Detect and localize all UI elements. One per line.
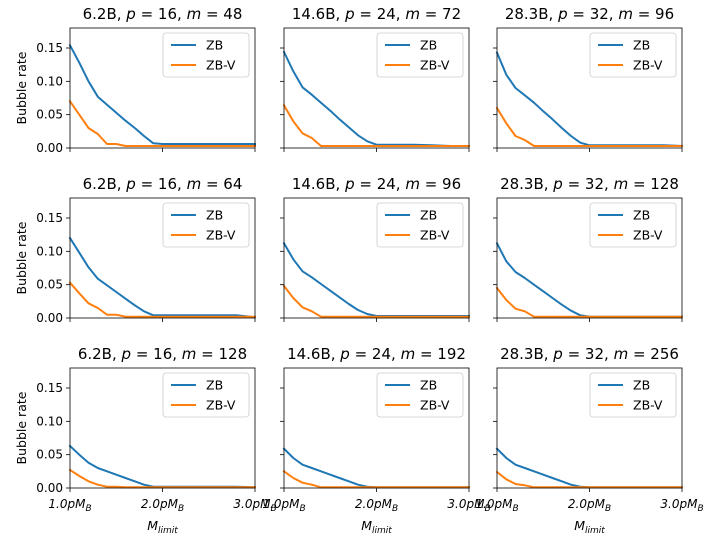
y-tick-label: 0.15 [36, 381, 63, 395]
subplot-title: 14.6B, p = 24, m = 96 [292, 175, 461, 193]
legend: ZB ZB-V [162, 202, 250, 248]
legend-label-zb: ZB [206, 38, 223, 53]
axes-frame [496, 27, 683, 149]
y-axis-label: Bubble rate [14, 221, 29, 294]
x-axis-label: Mlimit [361, 518, 392, 536]
y-axis-label: Bubble rate [14, 391, 29, 464]
legend-label-zb-v: ZB-V [420, 398, 450, 413]
y-tick-label: 0.00 [36, 481, 63, 495]
subplot-4: 6.2B, p = 16, m = 640.000.050.100.15 ZBZB… [14, 175, 257, 325]
series-line-zb [282, 447, 470, 489]
subplot-5: 14.6B, p = 24, m = 96 ZB ZB-V [280, 175, 470, 322]
legend-label-zb-v: ZB-V [420, 228, 450, 243]
series-line-zb-v [282, 469, 470, 489]
axes-frame [69, 197, 256, 319]
subplot-3: 28.3B, p = 32, m = 96 ZB ZB-V [493, 5, 684, 152]
legend-label-zb-v: ZB-V [206, 398, 236, 413]
subplot-9: 28.3B, p = 32, m = 256 1.0pMB 2.0pMB 3.0pMB… [475, 345, 703, 536]
x-tick-label: 2.0pMB [141, 497, 184, 514]
legend: ZB ZB-V [162, 32, 250, 78]
legend-label-zb-v: ZB-V [633, 58, 663, 73]
subplot-1: 6.2B, p = 16, m = 480.000.050.100.15 ZBZB… [14, 5, 256, 155]
series-line-zb-v [495, 470, 683, 489]
subplot-title: 28.3B, p = 32, m = 256 [500, 345, 679, 363]
legend-label-zb: ZB [633, 38, 650, 53]
x-tick-label: 2.0pMB [568, 497, 611, 514]
legend-label-zb-v: ZB-V [633, 398, 663, 413]
x-tick-label: 1.0pMB [262, 497, 305, 514]
series-line-zb-v [68, 281, 256, 318]
series-line-zb-v [282, 284, 470, 318]
subplot-title: 6.2B, p = 16, m = 64 [83, 175, 243, 193]
series-line-zb-v [495, 286, 683, 318]
subplot-title: 6.2B, p = 16, m = 48 [83, 5, 243, 23]
legend-label-zb: ZB [633, 208, 650, 223]
series-line-zb-v [68, 99, 256, 147]
x-tick-label: 3.0pMB [233, 497, 276, 514]
series-line-zb [68, 236, 257, 319]
y-tick-label: 0.00 [36, 311, 63, 325]
x-axis-label: Mlimit [147, 518, 178, 536]
legend: ZB ZB-V [162, 372, 250, 418]
series-line-zb [68, 444, 257, 489]
subplot-7: 6.2B, p = 16, m = 128 0.00 0.05 0.10 0.15 1.0… [14, 345, 277, 536]
y-tick-label: 0.10 [36, 414, 63, 428]
legend-label-zb: ZB [420, 378, 437, 393]
x-tick-label: 2.0pMB [355, 497, 398, 514]
y-tick-label: 0.05 [36, 108, 63, 122]
y-axis-label: Bubble rate [14, 51, 29, 124]
legend: ZB ZB-V [376, 32, 464, 78]
subplot-title: 6.2B, p = 16, m = 128 [78, 345, 247, 363]
y-tick-label: 0.10 [36, 244, 63, 258]
y-tick-label: 0.10 [36, 74, 63, 88]
subplot-title: 14.6B, p = 24, m = 192 [287, 345, 466, 363]
legend-label-zb-v: ZB-V [420, 58, 450, 73]
subplot-6: 28.3B, p = 32, m = 128 ZB ZB-V [493, 175, 683, 322]
x-tick-label: 1.0pMB [475, 497, 518, 514]
legend-label-zb-v: ZB-V [206, 228, 236, 243]
legend: ZB ZB-V [589, 32, 677, 78]
y-tick-label: 0.15 [36, 211, 63, 225]
axes-frame [69, 27, 256, 149]
y-tick-label: 0.05 [36, 448, 63, 462]
subplot-title: 14.6B, p = 24, m = 72 [292, 5, 461, 23]
axes-frame [283, 27, 470, 149]
axes-frame [496, 197, 683, 319]
y-tick-label: 0.05 [36, 278, 63, 292]
legend-label-zb: ZB [633, 378, 650, 393]
series-line-zb [495, 241, 683, 318]
x-tick-label: 3.0pMB [447, 497, 490, 514]
legend-label-zb-v: ZB-V [633, 228, 663, 243]
legend-label-zb: ZB [420, 38, 437, 53]
subplot-2: 14.6B, p = 24, m = 72 ZB ZB-V [280, 5, 470, 152]
axes-frame [283, 197, 470, 319]
series-line-zb-v [282, 103, 470, 147]
legend-label-zb: ZB [420, 208, 437, 223]
series-line-zb-v [68, 468, 256, 489]
y-tick-label: 0.00 [36, 141, 63, 155]
axes-frame [283, 367, 470, 489]
axes-frame [496, 367, 683, 489]
x-tick-label: 1.0pMB [48, 497, 91, 514]
legend: ZB ZB-V [589, 202, 677, 248]
axes-frame [69, 367, 256, 489]
y-tick-label: 0.15 [36, 41, 63, 55]
series-line-zb-v [495, 106, 683, 147]
series-line-zb [68, 43, 256, 145]
subplot-title: 28.3B, p = 32, m = 96 [505, 5, 674, 23]
series-line-zb [495, 447, 683, 489]
subplot-8: 14.6B, p = 24, m = 192 1.0pMB 2.0pMB 3.0pMB… [262, 345, 490, 536]
legend: ZB ZB-V [376, 372, 464, 418]
legend-label-zb: ZB [206, 378, 223, 393]
x-tick-label: 3.0pMB [660, 497, 703, 514]
legend-label-zb-v: ZB-V [206, 58, 236, 73]
x-axis-label: Mlimit [574, 518, 605, 536]
legend: ZB ZB-V [589, 372, 677, 418]
subplot-title: 28.3B, p = 32, m = 128 [500, 175, 679, 193]
series-line-zb [282, 241, 470, 317]
legend: ZB ZB-V [376, 202, 464, 248]
legend-label-zb: ZB [206, 208, 223, 223]
